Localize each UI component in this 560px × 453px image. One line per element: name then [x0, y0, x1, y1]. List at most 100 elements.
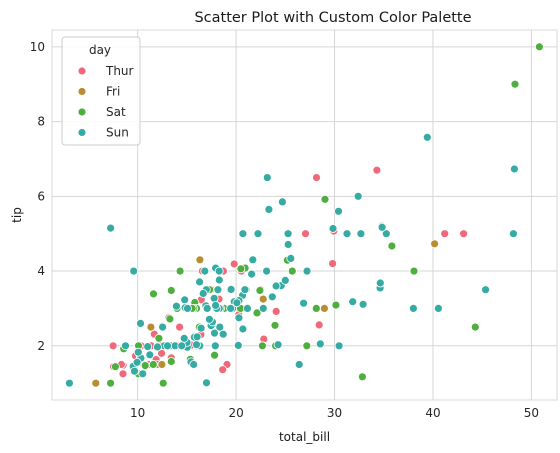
- data-point: [440, 229, 450, 239]
- data-point: [146, 322, 156, 332]
- data-point: [121, 341, 130, 351]
- data-point: [171, 301, 181, 311]
- data-point: [262, 266, 272, 276]
- data-point: [319, 303, 329, 313]
- data-point: [328, 259, 338, 269]
- data-point: [138, 369, 148, 379]
- data-point: [195, 255, 205, 265]
- data-point: [280, 275, 290, 285]
- data-point: [165, 314, 175, 324]
- data-point: [218, 365, 228, 375]
- data-point: [166, 357, 176, 366]
- data-point: [111, 362, 120, 372]
- y-tick-label: 2: [37, 339, 45, 353]
- data-point: [133, 347, 143, 357]
- data-point: [149, 289, 158, 299]
- data-point: [243, 303, 252, 313]
- data-point: [106, 378, 115, 388]
- data-point: [240, 285, 250, 295]
- data-point: [264, 204, 274, 214]
- data-point: [233, 340, 243, 350]
- legend-title: day: [89, 43, 111, 57]
- legend-item-fri: Fri: [77, 85, 120, 99]
- data-point: [214, 275, 224, 285]
- data-point: [509, 229, 518, 239]
- data-point: [253, 229, 263, 239]
- legend-label: Thur: [105, 64, 134, 78]
- data-point: [200, 266, 210, 276]
- data-point: [331, 300, 341, 310]
- legend-marker: [77, 107, 87, 117]
- data-point: [283, 229, 293, 239]
- data-point: [204, 314, 214, 324]
- data-point: [357, 372, 367, 382]
- data-point: [154, 333, 164, 343]
- x-tick-label: 40: [425, 406, 440, 420]
- data-point: [287, 266, 297, 276]
- data-point: [311, 303, 321, 313]
- data-point: [271, 306, 281, 316]
- legend-label: Fri: [106, 85, 120, 99]
- legend-item-sat: Sat: [77, 105, 126, 119]
- data-point: [258, 294, 268, 304]
- data-point: [375, 278, 385, 288]
- data-point: [510, 164, 519, 174]
- data-point: [238, 229, 248, 239]
- data-point: [283, 240, 293, 249]
- data-point: [158, 322, 168, 332]
- data-point: [210, 350, 220, 360]
- chart-title: Scatter Plot with Custom Color Palette: [194, 10, 471, 26]
- legend-item-sun: Sun: [77, 126, 129, 140]
- data-point: [136, 318, 145, 328]
- data-point: [192, 340, 201, 350]
- data-point: [422, 132, 432, 142]
- data-point: [65, 378, 74, 388]
- data-point: [302, 341, 312, 351]
- data-point: [189, 360, 199, 369]
- data-point: [196, 323, 206, 333]
- legend-label: Sat: [106, 105, 126, 119]
- data-point: [409, 266, 419, 276]
- data-point: [301, 229, 310, 239]
- data-point: [179, 333, 189, 343]
- data-point: [377, 222, 387, 232]
- data-point: [210, 328, 219, 338]
- data-point: [459, 229, 469, 239]
- data-point: [198, 289, 208, 298]
- data-points: [65, 42, 544, 388]
- data-point: [118, 369, 128, 379]
- data-point: [202, 378, 211, 388]
- legend-label: Sun: [106, 126, 129, 140]
- data-point: [433, 303, 443, 313]
- data-point: [180, 295, 190, 305]
- data-point: [177, 341, 187, 351]
- data-point: [294, 360, 304, 369]
- data-point: [234, 313, 244, 323]
- data-point: [236, 264, 246, 274]
- data-point: [226, 303, 236, 313]
- data-point: [132, 357, 142, 367]
- data-point: [258, 303, 268, 313]
- legend-item-thur: Thur: [77, 64, 134, 78]
- data-point: [408, 303, 418, 313]
- data-point: [257, 341, 267, 351]
- data-point: [470, 322, 480, 332]
- legend-marker: [77, 128, 87, 137]
- data-point: [312, 173, 321, 183]
- data-point: [214, 266, 224, 276]
- data-point: [247, 269, 257, 279]
- data-point: [211, 300, 221, 310]
- y-tick-label: 8: [37, 115, 45, 129]
- data-point: [430, 239, 440, 249]
- data-point: [387, 241, 397, 251]
- data-point: [130, 366, 139, 376]
- data-point: [248, 255, 258, 265]
- data-point: [163, 341, 172, 351]
- legend: day Thur Fri Sat Sun: [61, 36, 141, 146]
- x-tick-label: 50: [524, 406, 539, 420]
- data-point: [192, 332, 202, 342]
- data-point: [353, 191, 363, 201]
- data-point: [334, 206, 343, 216]
- data-point: [213, 285, 223, 295]
